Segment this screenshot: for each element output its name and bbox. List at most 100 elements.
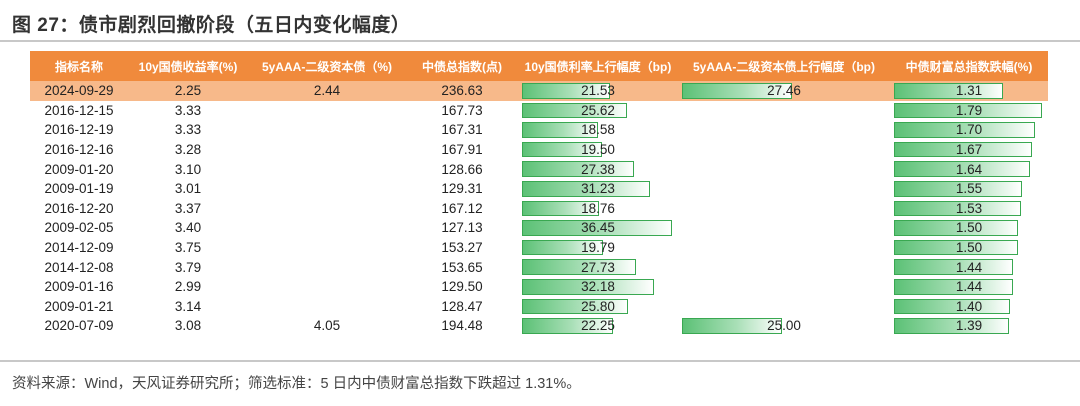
data-bar — [894, 239, 1018, 256]
cell-drop: 1.39 — [890, 316, 1048, 336]
table-body: 2024-09-29 2.25 2.44 236.63 21.53 27.46 1.31 20… — [30, 81, 1048, 336]
cell-index: 129.31 — [441, 181, 483, 197]
bar-value-label: 27.46 — [767, 83, 801, 99]
table-row: 2016-12-16 3.28 167.91 19.50 1.67 — [30, 140, 1048, 160]
cell-bpcap — [678, 218, 890, 238]
bar-value-label: 25.80 — [581, 298, 615, 314]
cell-bp10: 31.23 — [518, 179, 678, 199]
cell-bp10: 22.25 — [518, 316, 678, 336]
cell-cap5 — [248, 199, 406, 219]
cell-y10: 2.99 — [174, 279, 202, 295]
cell-drop: 1.31 — [890, 81, 1048, 101]
bar-value-label: 19.50 — [581, 142, 615, 158]
data-bar — [522, 180, 650, 197]
cell-date: 2016-12-15 — [44, 102, 114, 118]
bar-value-label: 1.50 — [955, 240, 983, 256]
data-bar — [522, 161, 634, 177]
cell-drop: 1.44 — [890, 277, 1048, 297]
cell-y10: 3.75 — [174, 240, 202, 256]
data-bar — [894, 259, 1013, 275]
cell-index: 129.50 — [441, 279, 483, 295]
bar-value-label: 25.62 — [581, 102, 615, 118]
cell-date: 2009-02-05 — [44, 220, 114, 236]
bar-value-label: 1.79 — [955, 102, 983, 118]
cell-drop: 1.79 — [890, 101, 1048, 121]
cell-date: 2024-09-29 — [30, 81, 128, 101]
table-row: 2009-01-21 3.14 128.47 25.80 1.40 — [30, 297, 1048, 317]
column-header: 中债财富总指数跌幅(%) — [890, 51, 1048, 81]
column-header: 指标名称 — [30, 51, 128, 81]
column-header: 5yAAA-二级资本债（%) — [248, 51, 406, 81]
header-row: 指标名称 10y国债收益率(%) 5yAAA-二级资本债（%) 中债总指数(点) 10y… — [30, 51, 1048, 81]
cell-drop: 1.53 — [890, 199, 1048, 219]
table-row: 2009-01-16 2.99 129.50 32.18 1.44 — [30, 277, 1048, 297]
cell-y10: 3.10 — [174, 161, 202, 177]
bar-value-label: 1.44 — [955, 279, 983, 295]
table-row: 2016-12-15 3.33 167.73 25.62 1.79 — [30, 101, 1048, 121]
data-bar — [522, 318, 613, 334]
bar-value-label: 1.44 — [955, 259, 983, 275]
bar-value-label: 36.45 — [581, 220, 615, 236]
cell-cap5 — [248, 297, 406, 317]
cell-cap5 — [248, 257, 406, 277]
cell-index: 127.13 — [441, 220, 483, 236]
cell-y10: 3.01 — [174, 181, 202, 197]
cell-date: 2009-01-19 — [44, 181, 114, 197]
table-row: 2014-12-09 3.75 153.27 19.79 1.50 — [30, 238, 1048, 258]
bar-value-label: 1.50 — [955, 220, 983, 236]
cell-date: 2016-12-19 — [44, 122, 114, 138]
cell-bp10: 25.80 — [518, 297, 678, 317]
data-table: 指标名称 10y国债收益率(%) 5yAAA-二级资本债（%) 中债总指数(点) 10y… — [30, 51, 1048, 336]
bar-value-label: 21.53 — [581, 83, 615, 99]
cell-date: 2009-01-21 — [44, 298, 114, 314]
cell-bp10: 18.76 — [518, 199, 678, 219]
column-header: 5yAAA-二级资本债上行幅度（bp) — [678, 51, 890, 81]
cell-drop: 1.44 — [890, 257, 1048, 277]
cell-bpcap: 25.00 — [678, 316, 890, 336]
cell-drop: 1.64 — [890, 159, 1048, 179]
cell-cap5 — [248, 101, 406, 121]
cell-bpcap — [678, 179, 890, 199]
cell-bp10: 27.73 — [518, 257, 678, 277]
cell-bp10: 19.79 — [518, 238, 678, 258]
cell-cap5: 2.44 — [248, 81, 406, 101]
cell-bp10: 27.38 — [518, 159, 678, 179]
cell-index: 167.31 — [441, 122, 483, 138]
cell-bp10: 32.18 — [518, 277, 678, 297]
data-bar — [894, 200, 1021, 217]
bar-value-label: 31.23 — [581, 181, 615, 197]
bar-value-label: 1.53 — [955, 200, 983, 216]
data-bar — [682, 83, 792, 99]
cell-y10: 2.25 — [128, 81, 248, 101]
table-row: 2009-01-20 3.10 128.66 27.38 1.64 — [30, 159, 1048, 179]
cell-bpcap — [678, 159, 890, 179]
cell-date: 2014-12-09 — [44, 240, 114, 256]
bar-value-label: 1.31 — [955, 83, 983, 99]
cell-cap5 — [248, 159, 406, 179]
bar-value-label: 18.58 — [581, 122, 615, 138]
cell-cap5 — [248, 277, 406, 297]
data-bar — [522, 200, 599, 217]
bar-value-label: 27.38 — [581, 161, 615, 177]
bar-value-label: 1.70 — [955, 122, 983, 138]
table-row: 2009-01-19 3.01 129.31 31.23 1.55 — [30, 179, 1048, 199]
data-bar — [894, 298, 1010, 315]
cell-y10: 3.33 — [174, 122, 202, 138]
cell-cap5 — [248, 140, 406, 160]
cell-date: 2016-12-20 — [44, 200, 114, 216]
cell-bp10: 36.45 — [518, 218, 678, 238]
cell-bpcap — [678, 277, 890, 297]
bar-value-label: 1.40 — [955, 298, 983, 314]
bottom-rule — [0, 360, 1080, 362]
cell-cap5: 4.05 — [313, 318, 341, 334]
cell-bpcap — [678, 257, 890, 277]
table-row: 2016-12-19 3.33 167.31 18.58 1.70 — [30, 120, 1048, 140]
data-bar — [522, 298, 628, 315]
cell-bpcap — [678, 297, 890, 317]
cell-date: 2009-01-16 — [44, 279, 114, 295]
table-row: 2020-07-09 3.08 4.05 194.48 22.25 25.00 1.39 — [30, 316, 1048, 336]
cell-y10: 3.40 — [174, 220, 202, 236]
data-bar — [894, 122, 1035, 138]
source-note: 资料来源：Wind，天风证券研究所；筛选标准：5 日内中债财富总指数下跌超过 1… — [12, 376, 581, 392]
cell-bp10: 21.53 — [518, 81, 678, 101]
